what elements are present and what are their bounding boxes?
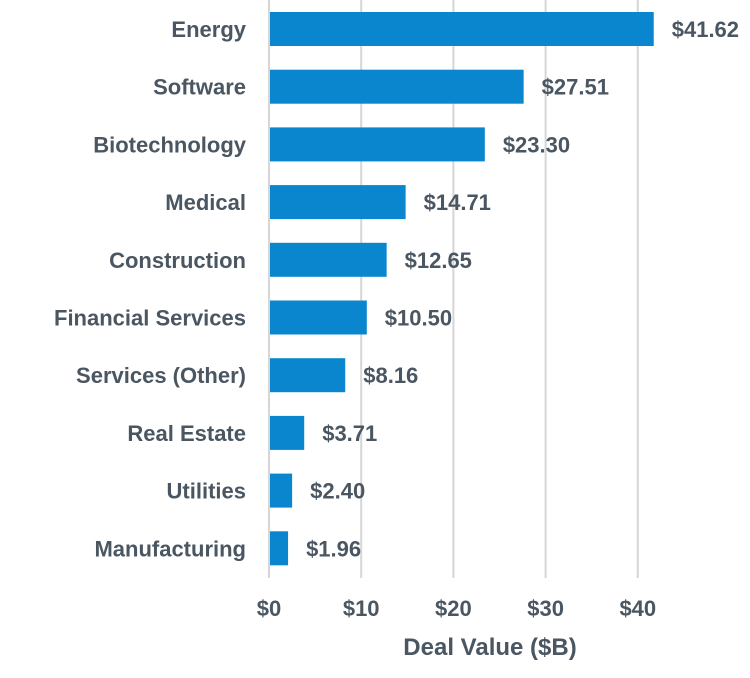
category-label: Real Estate: [127, 421, 246, 446]
bar: [270, 415, 305, 450]
value-label: $8.16: [363, 363, 418, 388]
x-tick-label: $30: [527, 596, 564, 621]
category-label: Manufacturing: [94, 536, 246, 561]
bar: [270, 242, 387, 277]
category-label: Software: [153, 75, 246, 100]
category-label: Financial Services: [54, 306, 246, 331]
value-label: $3.71: [322, 421, 377, 446]
bar: [270, 300, 367, 335]
value-label: $23.30: [503, 132, 570, 157]
value-label: $2.40: [310, 479, 365, 504]
value-label: $1.96: [306, 536, 361, 561]
x-tick-labels: $0 $10 $20 $30 $40: [257, 596, 656, 621]
value-label: $12.65: [405, 248, 472, 273]
x-tick-label: $10: [343, 596, 380, 621]
category-label: Utilities: [167, 479, 246, 504]
value-label: $10.50: [385, 306, 452, 331]
bar: [270, 185, 406, 220]
category-label: Biotechnology: [93, 132, 247, 157]
category-label: Construction: [109, 248, 246, 273]
category-label: Energy: [171, 17, 246, 42]
category-labels: Energy Software Biotechnology Medical Constr…: [54, 17, 247, 561]
bars: [270, 12, 654, 566]
x-tick-label: $40: [619, 596, 656, 621]
x-tick-label: $0: [257, 596, 281, 621]
value-label: $27.51: [542, 75, 609, 100]
bar: [270, 12, 654, 46]
category-label: Medical: [165, 190, 246, 215]
value-labels: $41.62 $27.51 $23.30 $14.71 $12.65 $10.50 $8.1…: [306, 17, 739, 561]
bar: [270, 358, 346, 393]
bar: [270, 473, 293, 508]
bar: [270, 127, 485, 162]
value-label: $14.71: [424, 190, 491, 215]
x-tick-label: $20: [435, 596, 472, 621]
value-label: $41.62: [672, 17, 739, 42]
category-label: Services (Other): [76, 363, 246, 388]
bar: [270, 69, 524, 104]
bar: [270, 531, 289, 566]
x-axis-title: Deal Value ($B): [403, 634, 576, 661]
